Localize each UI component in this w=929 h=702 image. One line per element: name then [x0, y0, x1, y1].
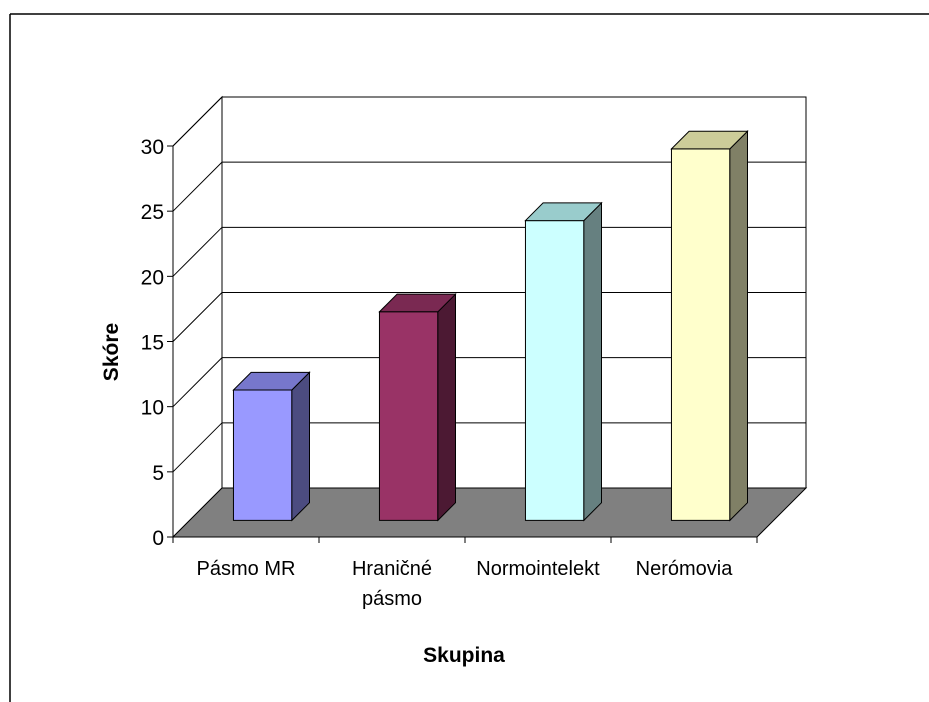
bar-front	[232, 389, 293, 521]
y-axis-title: Skóre	[100, 323, 123, 381]
x-category-labels: Pásmo MR Hraničné pásmo Normointelekt Nerómo…	[197, 558, 734, 610]
y-tick-label: 25	[141, 201, 164, 224]
gridline	[172, 292, 806, 342]
bar-side	[583, 201, 602, 522]
gridline	[172, 422, 806, 473]
y-tick-label: 0	[152, 527, 164, 550]
bar-top	[232, 371, 311, 391]
x-category-label: Hraničné pásmo	[352, 558, 432, 610]
gridline	[172, 161, 806, 212]
x-category-label: Nerómovia	[636, 558, 734, 580]
gridlines	[172, 96, 806, 473]
gridline	[172, 96, 806, 147]
bar-side	[291, 371, 310, 522]
gridline	[172, 357, 806, 408]
x-category-label-line: Pásmo MR	[197, 558, 296, 580]
bar-top	[378, 293, 457, 313]
bar-front	[378, 311, 439, 521]
bars	[232, 130, 749, 522]
x-category-label: Normointelekt	[476, 558, 600, 580]
x-category-label-line: Normointelekt	[476, 558, 600, 580]
gridline	[172, 226, 806, 277]
y-tick-label: 15	[141, 332, 164, 355]
bar-front	[670, 148, 731, 521]
x-category-label-line: Nerómovia	[636, 558, 734, 580]
axes	[167, 145, 758, 543]
y-tick-label: 20	[141, 266, 164, 289]
bar-front	[524, 220, 585, 521]
bar-top	[670, 130, 749, 150]
y-tick-label: 30	[141, 136, 164, 159]
bar-top	[524, 202, 603, 222]
bar-side	[729, 130, 748, 522]
bar-side	[437, 292, 456, 522]
y-tick-label: 10	[141, 397, 164, 420]
x-category-label-line: pásmo	[362, 588, 422, 610]
y-tick-label: 5	[152, 462, 164, 485]
x-category-label: Pásmo MR	[197, 558, 296, 580]
x-category-label-line: Hraničné	[352, 558, 432, 580]
y-tick-labels: 0 5 10 15 20 25 30	[141, 136, 164, 550]
x-axis-title: Skupina	[423, 644, 505, 667]
